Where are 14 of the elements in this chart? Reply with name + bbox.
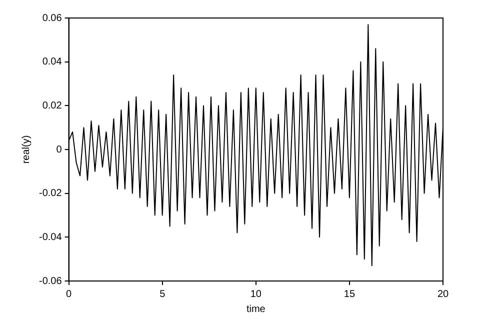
x-tick-label: 0	[66, 288, 72, 300]
y-tick-label: 0	[56, 144, 62, 156]
y-tick-label: -0.02	[38, 188, 62, 200]
y-tick-label: 0.04	[42, 56, 62, 68]
x-tick-label: 20	[437, 288, 449, 300]
y-tick-label: -0.06	[38, 276, 62, 287]
y-tick-label: 0.02	[42, 100, 62, 112]
x-axis-title: time	[246, 304, 266, 315]
x-tick-label: 5	[160, 288, 166, 300]
x-tick-label: 15	[344, 288, 356, 300]
y-axis-title: real(y)	[20, 135, 32, 164]
y-tick-label: -0.04	[38, 232, 62, 243]
y-tick-label: 0.06	[42, 12, 62, 24]
x-tick-label: 10	[250, 288, 262, 300]
